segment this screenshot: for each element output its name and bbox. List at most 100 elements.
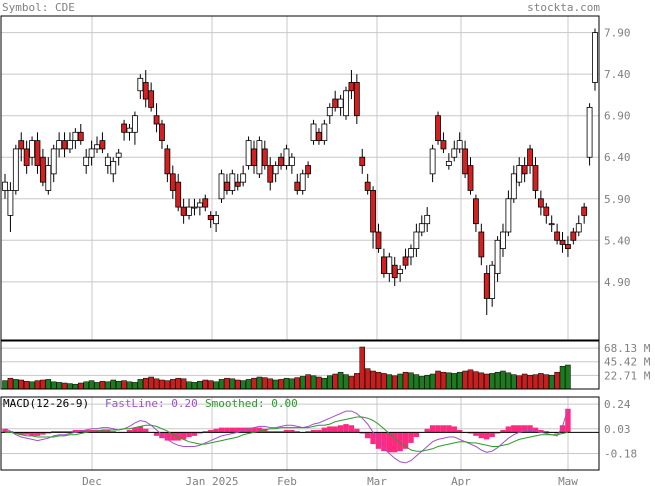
- volume-bar: [516, 375, 522, 390]
- volume-bar: [240, 380, 246, 390]
- macd-histogram-bar: [180, 432, 187, 440]
- macd-histogram-bar: [543, 431, 549, 433]
- candle-body: [67, 140, 73, 150]
- candle-body: [527, 148, 533, 166]
- macd-histogram-bar: [218, 427, 225, 433]
- volume-bar: [105, 381, 111, 390]
- volume-bar: [429, 373, 436, 390]
- macd-histogram-bar: [473, 432, 479, 436]
- macd-histogram-bar: [207, 429, 214, 433]
- candle-body: [456, 140, 463, 150]
- candle-body: [283, 148, 290, 166]
- volume-bar: [148, 376, 154, 390]
- volume-bar: [489, 373, 495, 390]
- macd-histogram-bar: [72, 429, 79, 433]
- candle-body: [483, 273, 490, 299]
- volume-bar: [235, 379, 241, 390]
- volume-bar: [299, 376, 306, 390]
- macd-histogram-bar: [310, 429, 317, 433]
- candle-body: [548, 223, 555, 226]
- volume-bar: [543, 374, 550, 390]
- volume-bar: [402, 371, 409, 390]
- candle-body: [288, 156, 295, 166]
- volume-bar: [548, 374, 555, 390]
- macd-histogram-bar: [532, 427, 539, 433]
- volume-bar: [310, 375, 317, 390]
- macd-panel-frame: [0, 396, 600, 471]
- price-tick-label: 5.40: [604, 234, 631, 247]
- volume-bar: [294, 377, 301, 390]
- candle-body: [110, 160, 117, 175]
- volume-bar: [462, 370, 468, 390]
- volume-bar: [467, 369, 474, 390]
- macd-histogram-bar: [262, 428, 268, 433]
- candle-body: [413, 231, 420, 250]
- volume-bar: [229, 378, 236, 390]
- candle-body: [391, 264, 398, 279]
- volume-bar: [72, 383, 79, 390]
- candle-body: [45, 165, 52, 191]
- macd-tick-label: 0.03: [604, 423, 631, 436]
- candle-body: [61, 140, 68, 150]
- candle-body: [418, 223, 425, 233]
- candle-body: [196, 202, 203, 208]
- volume-bar: [83, 381, 89, 390]
- axis-labels: 7.90 7.40 6.90 6.40 5.90 5.40 4.90 68.13 M45.42…: [82, 27, 651, 486]
- volume-bar: [170, 379, 176, 390]
- macd-histogram-bar: [348, 425, 355, 433]
- volume-bar: [99, 380, 106, 390]
- volume-bar: [440, 371, 447, 390]
- candle-body: [18, 140, 25, 150]
- volume-bar: [256, 376, 263, 390]
- candle-body: [12, 148, 19, 191]
- volume-bar: [391, 375, 398, 390]
- volume-bar: [29, 381, 35, 390]
- candle-body: [72, 131, 79, 142]
- volume-bar: [473, 371, 479, 390]
- macd-histogram-bar: [18, 432, 24, 435]
- macd-histogram-bar: [364, 432, 371, 439]
- macd-histogram-bar: [392, 432, 398, 453]
- volume-bar: [137, 379, 144, 390]
- volume-bar: [45, 379, 52, 390]
- volume-bar: [386, 374, 393, 390]
- volume-tick-label: 22.71 M: [604, 369, 651, 382]
- candle-body: [305, 165, 312, 175]
- candle-body: [50, 148, 57, 175]
- candle-body: [39, 156, 46, 183]
- macd-histogram-bar: [332, 426, 338, 433]
- smoothed-series: [5, 416, 569, 452]
- candle-body: [202, 198, 209, 208]
- volume-bar: [500, 370, 506, 390]
- macd-histogram-bar: [397, 432, 403, 452]
- volume-bar: [142, 377, 149, 390]
- macd-histogram-bar: [164, 432, 171, 441]
- macd-tick-label: 0.24: [604, 398, 631, 411]
- candle-body: [326, 106, 333, 117]
- candle-body: [213, 214, 220, 225]
- macd-histogram-bar: [354, 428, 360, 433]
- candle-body: [83, 156, 90, 166]
- candle-body: [343, 90, 349, 117]
- candle-body: [94, 144, 100, 150]
- macd-histogram-bar: [105, 429, 111, 433]
- candle-body: [386, 256, 393, 274]
- candle-body: [2, 181, 8, 191]
- candle-body: [397, 268, 404, 274]
- macd-histogram-bar: [321, 427, 328, 433]
- macd-histogram-bar: [267, 431, 273, 433]
- candle-body: [234, 181, 241, 187]
- macd-histogram-bar: [451, 426, 457, 433]
- macd-histogram-bar: [2, 428, 8, 433]
- macd-histogram-bar: [408, 432, 414, 443]
- candle-body: [565, 244, 571, 250]
- volume-bar: [527, 374, 533, 390]
- volume-bar: [13, 379, 19, 390]
- macd-histogram-bar: [327, 426, 333, 433]
- candle-body: [462, 148, 468, 175]
- price-tick-label: 6.40: [604, 151, 631, 164]
- volume-bar: [23, 380, 30, 390]
- price-tick-label: 7.40: [604, 68, 631, 81]
- candle-body: [115, 152, 122, 158]
- volume-bar: [283, 377, 290, 390]
